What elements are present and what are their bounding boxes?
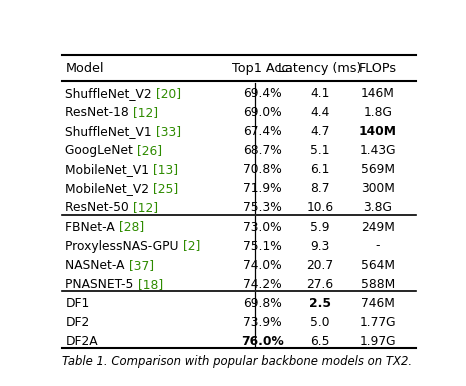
- Text: [12]: [12]: [133, 107, 158, 119]
- Text: 27.6: 27.6: [307, 278, 334, 291]
- Text: 1.43G: 1.43G: [360, 144, 396, 157]
- Text: 2.5: 2.5: [309, 296, 331, 310]
- Text: 4.7: 4.7: [310, 125, 330, 139]
- Text: [18]: [18]: [138, 278, 163, 291]
- Text: 3.8G: 3.8G: [363, 201, 392, 215]
- Text: Top1 Acc.: Top1 Acc.: [232, 63, 293, 75]
- Text: 1.77G: 1.77G: [360, 316, 396, 328]
- Text: 5.1: 5.1: [310, 144, 330, 157]
- Text: 71.9%: 71.9%: [243, 183, 281, 195]
- Text: 73.0%: 73.0%: [243, 220, 281, 234]
- Text: DF1: DF1: [65, 296, 90, 310]
- Text: NASNet-A: NASNet-A: [65, 259, 129, 271]
- Text: ResNet-50: ResNet-50: [65, 201, 133, 215]
- Text: 69.8%: 69.8%: [243, 296, 281, 310]
- Text: DF2A: DF2A: [65, 335, 98, 348]
- Text: [13]: [13]: [153, 163, 178, 176]
- Text: DF2: DF2: [65, 316, 90, 328]
- Text: 75.3%: 75.3%: [243, 201, 281, 215]
- Text: FLOPs: FLOPs: [359, 63, 397, 75]
- Text: 67.4%: 67.4%: [243, 125, 281, 139]
- Text: 5.9: 5.9: [310, 220, 330, 234]
- Text: 69.4%: 69.4%: [243, 87, 281, 100]
- Text: 249M: 249M: [361, 220, 395, 234]
- Text: [33]: [33]: [156, 125, 181, 139]
- Text: MobileNet_V2: MobileNet_V2: [65, 183, 153, 195]
- Text: 5.0: 5.0: [310, 316, 330, 328]
- Text: 20.7: 20.7: [307, 259, 334, 271]
- Text: ShuffleNet_V1: ShuffleNet_V1: [65, 125, 156, 139]
- Text: 76.0%: 76.0%: [241, 335, 284, 348]
- Text: [25]: [25]: [153, 183, 178, 195]
- Text: -: -: [376, 240, 380, 252]
- Text: [28]: [28]: [119, 220, 144, 234]
- Text: 70.8%: 70.8%: [243, 163, 281, 176]
- Text: Model: Model: [65, 63, 104, 75]
- Text: 4.1: 4.1: [310, 87, 330, 100]
- Text: 8.7: 8.7: [310, 183, 330, 195]
- Text: 569M: 569M: [361, 163, 395, 176]
- Text: [20]: [20]: [156, 87, 181, 100]
- Text: ProxylessNAS-GPU: ProxylessNAS-GPU: [65, 240, 183, 252]
- Text: [12]: [12]: [133, 201, 158, 215]
- Text: 746M: 746M: [361, 296, 395, 310]
- Text: ShuffleNet_V2: ShuffleNet_V2: [65, 87, 156, 100]
- Text: 10.6: 10.6: [307, 201, 334, 215]
- Text: Table 1. Comparison with popular backbone models on TX2.: Table 1. Comparison with popular backbon…: [62, 355, 412, 368]
- Text: PNASNET-5: PNASNET-5: [65, 278, 138, 291]
- Text: MobileNet_V1: MobileNet_V1: [65, 163, 153, 176]
- Text: 1.97G: 1.97G: [360, 335, 396, 348]
- Text: 300M: 300M: [361, 183, 395, 195]
- Text: 74.2%: 74.2%: [243, 278, 281, 291]
- Text: 6.1: 6.1: [310, 163, 330, 176]
- Text: [2]: [2]: [183, 240, 200, 252]
- Text: 588M: 588M: [361, 278, 395, 291]
- Text: 6.5: 6.5: [310, 335, 330, 348]
- Text: 68.7%: 68.7%: [243, 144, 281, 157]
- Text: Latency (ms): Latency (ms): [278, 63, 362, 75]
- Text: ResNet-18: ResNet-18: [65, 107, 133, 119]
- Text: 146M: 146M: [361, 87, 395, 100]
- Text: 73.9%: 73.9%: [243, 316, 281, 328]
- Text: [26]: [26]: [137, 144, 162, 157]
- Text: GoogLeNet: GoogLeNet: [65, 144, 137, 157]
- Text: 140M: 140M: [359, 125, 397, 139]
- Text: 74.0%: 74.0%: [243, 259, 281, 271]
- Text: 75.1%: 75.1%: [243, 240, 281, 252]
- Text: FBNet-A: FBNet-A: [65, 220, 119, 234]
- Text: 69.0%: 69.0%: [243, 107, 281, 119]
- Text: 4.4: 4.4: [310, 107, 330, 119]
- Text: 1.8G: 1.8G: [363, 107, 392, 119]
- Text: 564M: 564M: [361, 259, 395, 271]
- Text: [37]: [37]: [129, 259, 154, 271]
- Text: 9.3: 9.3: [310, 240, 330, 252]
